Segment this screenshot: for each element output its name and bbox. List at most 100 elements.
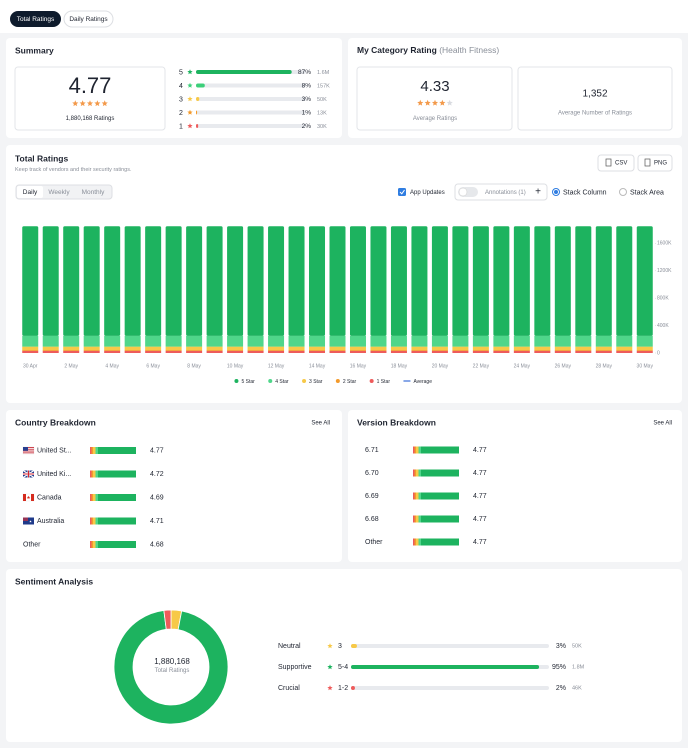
see-all-link[interactable]: See All: [311, 421, 330, 427]
tab-label[interactable]: Daily Ratings: [69, 16, 108, 23]
radio[interactable]: [619, 188, 627, 196]
checkbox-label[interactable]: App Updates: [410, 190, 445, 196]
bar-segment: [575, 346, 592, 351]
version-name: 6.69: [365, 493, 379, 500]
bar-segment: [349, 226, 366, 336]
star-level: 5: [179, 69, 183, 76]
distribution-segment: [418, 515, 421, 523]
subtitle: (Health Fitness): [439, 45, 499, 55]
sentiment-label: Neutral: [278, 643, 301, 650]
bar-segment: [431, 350, 448, 353]
bar-segment: [186, 335, 203, 347]
bar-segment: [268, 346, 285, 351]
count-label: 1.8M: [572, 664, 585, 670]
star-icon: [417, 99, 424, 106]
star-icon: [327, 643, 333, 649]
count-label: 157K: [317, 83, 330, 89]
period-option[interactable]: Monthly: [82, 189, 106, 196]
see-all-link[interactable]: See All: [653, 421, 672, 427]
legend-label: 4 Star: [275, 379, 289, 385]
bar-segment: [124, 350, 141, 351]
file-icon: [605, 158, 612, 167]
radio-label[interactable]: Stack Column: [563, 189, 607, 196]
bar-segment: [288, 350, 305, 351]
distribution-segment: [413, 469, 415, 477]
x-tick-label: 2 May: [64, 363, 78, 369]
bar-segment: [186, 226, 203, 336]
bar-segment: [83, 350, 100, 353]
bar-segment: [452, 346, 469, 351]
period-option[interactable]: Daily: [23, 189, 38, 196]
tab[interactable]: [63, 10, 114, 28]
bar-segment: [452, 350, 469, 351]
star-icon: [79, 100, 86, 107]
distribution-segment: [418, 538, 421, 546]
tab-active[interactable]: [10, 11, 61, 27]
checkbox[interactable]: [398, 188, 406, 196]
star-icon: [187, 109, 193, 115]
bar-segment: [268, 226, 285, 336]
period-active[interactable]: [17, 186, 43, 198]
check-icon: [399, 189, 405, 195]
distribution-segment: [95, 447, 98, 454]
star-icon: [187, 123, 193, 129]
bar-segment: [309, 346, 326, 351]
flag-canton: [23, 517, 28, 521]
bar-segment: [206, 350, 223, 353]
button-label[interactable]: PNG: [654, 161, 667, 167]
toggle-knob: [458, 187, 468, 197]
distribution-segment: [413, 446, 415, 454]
bar-segment: [206, 350, 223, 351]
version-card: [348, 410, 682, 562]
bar-segment: [165, 335, 182, 347]
bar-segment: [124, 346, 141, 351]
distribution-segment: [95, 494, 98, 501]
bar-segment: [370, 350, 387, 353]
bar-segment: [513, 350, 530, 353]
bar-segment: [493, 346, 510, 351]
bar-segment: [534, 226, 551, 336]
bar-segment: [616, 350, 633, 351]
bar-segment: [268, 335, 285, 347]
card-title: Country Breakdown: [15, 417, 96, 427]
distribution-segment: [421, 538, 459, 546]
bar-segment: [309, 226, 326, 336]
y-tick-label: 0: [657, 350, 660, 356]
period-option[interactable]: Weekly: [48, 189, 70, 196]
rating-value: 4.33: [420, 78, 449, 95]
bar-segment: [42, 335, 59, 347]
star-icon: [94, 100, 101, 107]
bar-segment: [411, 346, 428, 351]
button-label[interactable]: CSV: [615, 161, 627, 167]
country-rating: 4.71: [150, 518, 164, 525]
bar-segment: [268, 350, 285, 351]
bar: [196, 83, 205, 88]
toggle-label[interactable]: Annotations (1): [485, 190, 526, 196]
bar-segment: [288, 346, 305, 351]
star-icon: [327, 664, 333, 670]
x-tick-label: 6 May: [146, 363, 160, 369]
bar-segment: [616, 226, 633, 336]
bar-segment: [349, 350, 366, 353]
bar-segment: [636, 350, 653, 353]
distribution-segment: [98, 494, 136, 501]
legend-label: 5 Star: [241, 379, 255, 385]
flag-leaf: [26, 495, 31, 499]
bar-segment: [575, 226, 592, 336]
bar-segment: [472, 350, 489, 353]
tab-label[interactable]: Total Ratings: [17, 16, 55, 23]
radio-label[interactable]: Stack Area: [630, 189, 664, 196]
star-icon: [187, 96, 193, 102]
flag-cross: [23, 470, 34, 478]
bar-segment: [63, 226, 80, 336]
add-button[interactable]: +: [535, 187, 541, 198]
distribution-segment: [93, 470, 96, 478]
flag: [23, 517, 34, 525]
star-icon: [86, 100, 94, 107]
distribution-segment: [416, 515, 419, 523]
bar-segment: [636, 346, 653, 351]
star-icon: [187, 82, 193, 88]
distribution-segment: [418, 469, 421, 477]
bar-segment: [390, 346, 407, 351]
